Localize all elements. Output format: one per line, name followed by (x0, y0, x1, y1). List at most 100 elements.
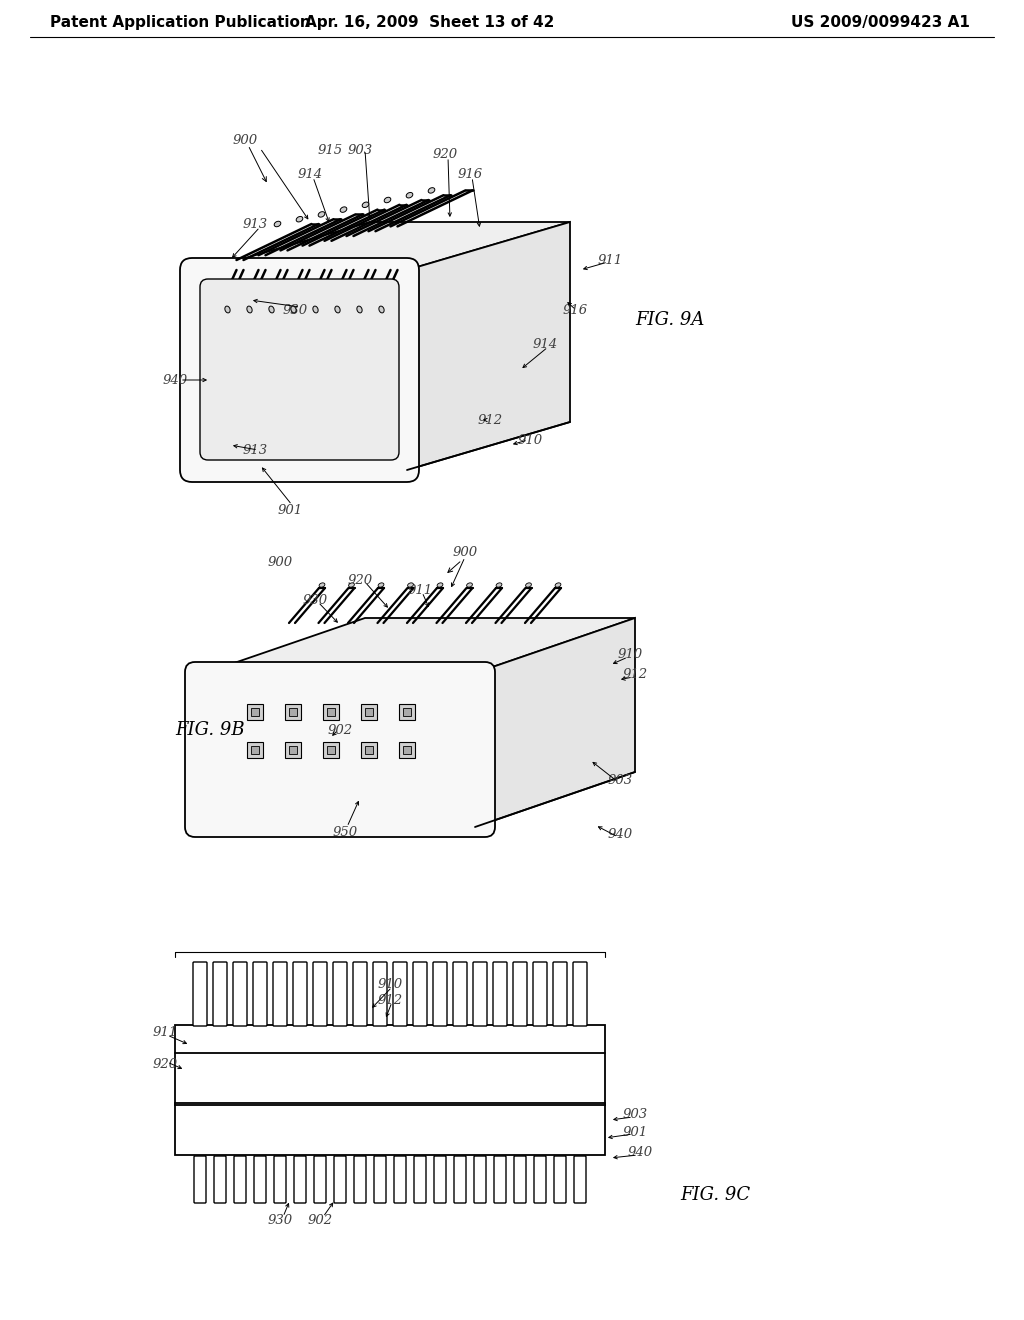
Polygon shape (204, 222, 570, 271)
FancyBboxPatch shape (313, 962, 327, 1026)
FancyBboxPatch shape (573, 962, 587, 1026)
FancyBboxPatch shape (354, 1156, 366, 1203)
Ellipse shape (408, 583, 414, 587)
Ellipse shape (319, 583, 325, 587)
Bar (175, 1104, 605, 1155)
Text: 911: 911 (408, 583, 432, 597)
FancyBboxPatch shape (214, 1156, 226, 1203)
Text: 920: 920 (432, 149, 458, 161)
Text: FIG. 9B: FIG. 9B (175, 721, 245, 739)
Text: 913: 913 (243, 444, 267, 457)
FancyBboxPatch shape (454, 1156, 466, 1203)
Text: 916: 916 (562, 304, 588, 317)
FancyBboxPatch shape (285, 704, 301, 719)
Text: 900: 900 (267, 556, 293, 569)
FancyBboxPatch shape (574, 1156, 586, 1203)
FancyBboxPatch shape (293, 962, 307, 1026)
Ellipse shape (362, 202, 369, 207)
FancyBboxPatch shape (233, 962, 247, 1026)
FancyBboxPatch shape (414, 1156, 426, 1203)
FancyBboxPatch shape (323, 742, 339, 758)
FancyBboxPatch shape (323, 704, 339, 719)
FancyBboxPatch shape (393, 962, 407, 1026)
FancyBboxPatch shape (399, 704, 415, 719)
FancyBboxPatch shape (247, 742, 263, 758)
Ellipse shape (467, 583, 472, 587)
FancyBboxPatch shape (314, 1156, 326, 1203)
FancyBboxPatch shape (194, 1156, 206, 1203)
Text: 910: 910 (517, 433, 543, 446)
FancyBboxPatch shape (553, 962, 567, 1026)
Ellipse shape (407, 193, 413, 198)
Ellipse shape (340, 207, 347, 213)
Text: 910: 910 (378, 978, 402, 991)
FancyBboxPatch shape (253, 962, 267, 1026)
Ellipse shape (379, 306, 384, 313)
FancyBboxPatch shape (185, 663, 495, 837)
Ellipse shape (384, 197, 391, 203)
Text: 930: 930 (267, 1213, 293, 1226)
Ellipse shape (335, 306, 340, 313)
Ellipse shape (247, 306, 252, 313)
Text: 915: 915 (317, 144, 343, 157)
FancyBboxPatch shape (234, 1156, 246, 1203)
Ellipse shape (348, 583, 354, 587)
Text: 914: 914 (532, 338, 557, 351)
Text: 916: 916 (458, 169, 482, 181)
Text: 902: 902 (328, 723, 352, 737)
FancyBboxPatch shape (494, 1156, 506, 1203)
FancyBboxPatch shape (251, 746, 259, 754)
FancyBboxPatch shape (285, 742, 301, 758)
Text: 903: 903 (623, 1109, 647, 1122)
Text: 900: 900 (232, 133, 258, 147)
Ellipse shape (269, 306, 274, 313)
FancyBboxPatch shape (251, 708, 259, 715)
FancyBboxPatch shape (399, 742, 415, 758)
Text: 913: 913 (243, 219, 267, 231)
Text: 940: 940 (628, 1147, 652, 1159)
Text: FIG. 9C: FIG. 9C (680, 1185, 751, 1204)
Text: FIG. 9A: FIG. 9A (635, 312, 705, 329)
Text: 903: 903 (607, 774, 633, 787)
FancyBboxPatch shape (403, 746, 411, 754)
Text: 914: 914 (297, 169, 323, 181)
FancyBboxPatch shape (200, 279, 399, 459)
FancyBboxPatch shape (534, 962, 547, 1026)
Text: 920: 920 (153, 1059, 177, 1072)
FancyBboxPatch shape (327, 708, 335, 715)
FancyBboxPatch shape (289, 708, 297, 715)
FancyBboxPatch shape (289, 746, 297, 754)
Text: 940: 940 (163, 374, 187, 387)
FancyBboxPatch shape (175, 1026, 605, 1105)
FancyBboxPatch shape (365, 746, 373, 754)
FancyBboxPatch shape (274, 1156, 286, 1203)
Text: 900: 900 (453, 545, 477, 558)
FancyBboxPatch shape (247, 704, 263, 719)
FancyBboxPatch shape (334, 1156, 346, 1203)
FancyBboxPatch shape (453, 962, 467, 1026)
Text: US 2009/0099423 A1: US 2009/0099423 A1 (792, 15, 970, 29)
Ellipse shape (428, 187, 435, 193)
Ellipse shape (313, 306, 318, 313)
Text: 901: 901 (278, 503, 302, 516)
Ellipse shape (318, 211, 325, 216)
Text: 912: 912 (378, 994, 402, 1006)
FancyBboxPatch shape (273, 962, 287, 1026)
FancyBboxPatch shape (365, 708, 373, 715)
Ellipse shape (291, 306, 296, 313)
Polygon shape (407, 222, 570, 470)
FancyBboxPatch shape (327, 746, 335, 754)
FancyBboxPatch shape (434, 1156, 446, 1203)
FancyBboxPatch shape (493, 962, 507, 1026)
Ellipse shape (356, 306, 362, 313)
FancyBboxPatch shape (413, 962, 427, 1026)
FancyBboxPatch shape (513, 962, 527, 1026)
Text: 912: 912 (623, 668, 647, 681)
FancyBboxPatch shape (180, 257, 419, 482)
Text: 902: 902 (307, 1213, 333, 1226)
FancyBboxPatch shape (254, 1156, 266, 1203)
Text: 930: 930 (283, 304, 307, 317)
FancyBboxPatch shape (473, 962, 487, 1026)
Text: 911: 911 (153, 1026, 177, 1039)
Polygon shape (205, 618, 635, 673)
